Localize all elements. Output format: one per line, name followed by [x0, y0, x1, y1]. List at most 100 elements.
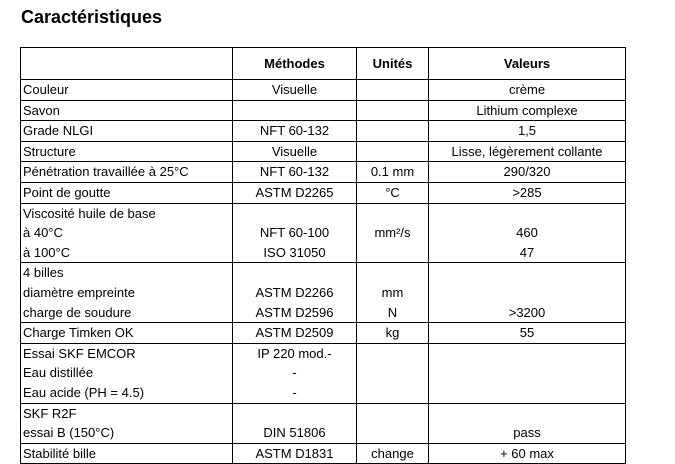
- unit-text: [359, 404, 426, 424]
- table-row: Savon Lithium complexe: [20, 99, 626, 122]
- header-label: [20, 47, 233, 80]
- table-row: Point de goutte ASTM D2265 °C >285: [20, 181, 626, 204]
- table-row: SKF R2F essai B (150°C) DIN 51806 pass: [20, 402, 626, 444]
- table-row: Grade NLGI NFT 60-132 1,5: [20, 120, 626, 142]
- property-text: SKF R2F: [23, 405, 77, 421]
- property-cell: Structure: [20, 140, 233, 163]
- table-row: Viscosité huile de base à 40°C à 100°C NFT …: [20, 202, 626, 264]
- property-cell: SKF R2F essai B (150°C): [20, 402, 233, 444]
- value-cell: Lithium complexe: [428, 99, 626, 122]
- method-text: [235, 263, 354, 283]
- method-cell: NFT 60-100 ISO 31050: [232, 202, 357, 264]
- property-text: Grade NLGI: [23, 123, 94, 139]
- method-cell: IP 220 mod.- - -: [232, 342, 357, 404]
- value-text: >3200: [508, 304, 546, 320]
- value-text: [431, 383, 623, 403]
- value-text: [431, 283, 623, 303]
- property-cell: Point de goutte: [20, 181, 233, 204]
- property-text: Viscosité huile de base: [23, 205, 156, 221]
- property-text: Eau distillée: [23, 365, 94, 381]
- unit-text: [359, 204, 426, 224]
- property-text: Essai SKF EMCOR: [23, 345, 136, 361]
- table-header-row: Méthodes Unités Valeurs: [20, 47, 626, 80]
- property-cell: Stabilité bille: [20, 442, 233, 464]
- value-text: 460: [516, 225, 538, 241]
- property-text: essai B (150°C): [23, 425, 115, 441]
- method-text: NFT 60-132: [259, 123, 330, 139]
- characteristics-table: Méthodes Unités Valeurs Couleur Visuelle c…: [20, 47, 626, 464]
- method-cell: [232, 99, 357, 122]
- property-cell: 4 billes diamètre empreinte charge de soud…: [20, 262, 233, 324]
- unit-cell: [356, 342, 429, 404]
- method-cell: NFT 60-132: [232, 161, 357, 183]
- method-text: ISO 31050: [263, 244, 326, 260]
- unit-text: change: [371, 445, 414, 461]
- method-text: -: [292, 384, 297, 400]
- header-units: Unités: [356, 47, 429, 80]
- header-values: Valeurs: [428, 47, 626, 80]
- property-text: diamètre empreinte: [23, 284, 135, 300]
- property-cell: Couleur: [20, 79, 233, 101]
- value-text: 290/320: [503, 164, 551, 180]
- unit-text: [359, 263, 426, 283]
- method-text: Visuelle: [271, 82, 318, 97]
- value-cell: 55: [428, 322, 626, 344]
- unit-text: N: [387, 304, 398, 320]
- method-text: NFT 60-132: [259, 164, 330, 180]
- value-text: 55: [519, 325, 535, 341]
- value-text: [431, 363, 623, 383]
- property-text: Stabilité bille: [23, 445, 96, 461]
- property-text: à 40°C: [23, 225, 63, 241]
- method-text: [235, 204, 354, 224]
- unit-cell: mm²/s: [356, 202, 429, 264]
- method-cell: DIN 51806: [232, 402, 357, 444]
- property-text: Eau acide (PH = 4.5): [23, 384, 145, 400]
- unit-cell: [356, 140, 429, 163]
- value-text: [431, 263, 623, 283]
- method-text: Visuelle: [271, 143, 318, 159]
- table-row: Couleur Visuelle crème: [20, 79, 626, 101]
- value-text: Lithium complexe: [476, 102, 578, 118]
- unit-text: [359, 363, 426, 383]
- property-text: 4 billes: [23, 265, 64, 281]
- method-text: ASTM D2265: [255, 184, 334, 200]
- unit-text: [359, 243, 426, 263]
- method-text: DIN 51806: [263, 425, 326, 441]
- value-text: [431, 404, 623, 424]
- value-text: Lisse, légèrement collante: [451, 143, 603, 159]
- unit-text: [359, 423, 426, 443]
- method-cell: ASTM D2266 ASTM D2596: [232, 262, 357, 324]
- value-cell: 1,5: [428, 120, 626, 142]
- unit-cell: [356, 402, 429, 444]
- table-row: Charge Timken OK ASTM D2509 kg 55: [20, 322, 626, 344]
- property-cell: Essai SKF EMCOR Eau distillée Eau acide (P…: [20, 342, 233, 404]
- method-text: IP 220 mod.-: [257, 345, 332, 361]
- unit-text: [359, 383, 426, 403]
- value-cell: >285: [428, 181, 626, 204]
- unit-cell: [356, 99, 429, 122]
- value-cell: crème: [428, 79, 626, 101]
- unit-cell: [356, 120, 429, 142]
- method-text: ASTM D1831: [255, 445, 334, 461]
- property-text: Savon: [23, 102, 60, 118]
- property-cell: Savon: [20, 99, 233, 122]
- method-text: [235, 101, 354, 121]
- unit-text: [359, 344, 426, 364]
- unit-text: [359, 80, 426, 100]
- method-text: -: [292, 365, 297, 381]
- unit-cell: °C: [356, 181, 429, 204]
- method-text: NFT 60-100: [259, 225, 330, 241]
- section-title: Caractéristiques: [21, 7, 163, 27]
- method-cell: Visuelle: [232, 79, 357, 101]
- unit-text: [359, 121, 426, 141]
- method-cell: ASTM D2509: [232, 322, 357, 344]
- table-row: Stabilité bille ASTM D1831 change + 60 max: [20, 442, 626, 464]
- property-text: Point de goutte: [23, 184, 111, 200]
- method-cell: NFT 60-132: [232, 120, 357, 142]
- property-cell: Charge Timken OK: [20, 322, 233, 344]
- method-text: ASTM D2596: [255, 304, 334, 320]
- value-text: 1,5: [517, 123, 537, 139]
- unit-text: mm²/s: [374, 225, 411, 241]
- unit-text: [359, 142, 426, 162]
- unit-cell: [356, 79, 429, 101]
